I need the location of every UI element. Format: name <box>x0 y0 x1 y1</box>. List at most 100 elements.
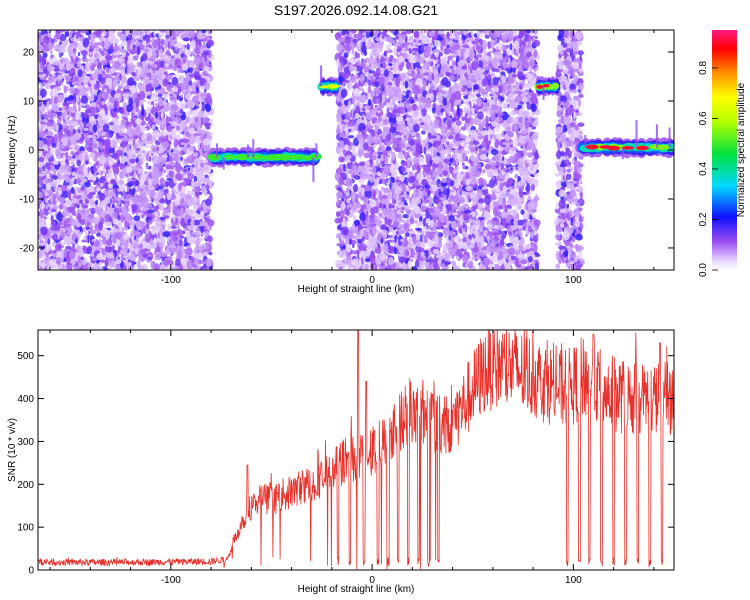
noise-blob <box>147 209 155 214</box>
noise-blob <box>72 155 76 159</box>
noise-blob <box>180 94 183 98</box>
noise-blob <box>106 106 112 110</box>
noise-blob <box>76 177 80 185</box>
noise-blob <box>56 222 61 232</box>
noise-blob <box>185 112 191 116</box>
noise-blob <box>204 103 212 113</box>
noise-blob <box>182 45 185 52</box>
noise-blob <box>80 256 84 261</box>
noise-blob <box>90 207 96 215</box>
noise-blob <box>63 108 67 118</box>
noise-blob <box>52 103 59 112</box>
noise-blob <box>50 49 53 54</box>
noise-blob <box>153 74 158 79</box>
noise-blob <box>149 55 156 63</box>
noise-blob <box>137 170 141 174</box>
noise-blob <box>137 145 144 149</box>
noise-blob <box>191 188 199 192</box>
noise-blob <box>166 75 173 82</box>
noise-blob <box>150 95 155 101</box>
noise-blob <box>61 137 69 142</box>
noise-blob <box>169 35 173 44</box>
noise-blob <box>101 50 105 57</box>
noise-blob <box>190 40 196 50</box>
noise-blob <box>200 225 204 234</box>
noise-blob <box>174 54 182 58</box>
noise-blob <box>183 169 188 173</box>
noise-blob <box>72 243 75 249</box>
noise-blob <box>63 220 67 229</box>
noise-blob <box>158 49 164 58</box>
noise-blob <box>92 124 98 133</box>
noise-blob <box>38 112 42 121</box>
noise-blob <box>39 202 46 210</box>
noise-blob <box>75 34 79 40</box>
noise-blob <box>134 180 140 187</box>
noise-blob <box>98 261 102 269</box>
noise-blob <box>118 179 125 186</box>
noise-blob <box>71 206 76 216</box>
noise-blob <box>105 256 108 266</box>
noise-blob <box>138 82 142 89</box>
noise-blob <box>193 157 202 166</box>
noise-blob <box>110 231 114 237</box>
noise-blob <box>177 229 183 238</box>
noise-blob <box>73 147 76 154</box>
noise-blob <box>104 196 111 201</box>
noise-blob <box>120 244 126 249</box>
noise-blob <box>84 139 92 144</box>
noise-blob <box>124 56 128 65</box>
noise-blob <box>104 214 112 222</box>
noise-blob <box>44 210 49 216</box>
noise-blob <box>183 179 187 188</box>
noise-blob <box>171 191 175 199</box>
noise-blob <box>60 175 63 180</box>
noise-blob <box>163 259 167 266</box>
noise-blob <box>61 254 64 263</box>
noise-blob <box>83 58 90 63</box>
noise-blob <box>126 105 131 110</box>
noise-blob <box>109 130 115 135</box>
noise-blob <box>169 95 176 102</box>
noise-blob <box>126 128 131 136</box>
noise-blob <box>81 204 85 209</box>
noise-blob <box>66 47 74 53</box>
noise-blob <box>145 83 154 92</box>
noise-blob <box>189 90 197 95</box>
noise-blob <box>74 111 80 121</box>
noise-blob <box>155 89 163 94</box>
noise-blob <box>186 99 194 109</box>
noise-blob <box>118 191 123 195</box>
noise-blob <box>44 191 49 197</box>
noise-blob <box>79 146 85 152</box>
noise-blob <box>93 59 99 65</box>
noise-blob <box>141 53 148 62</box>
noise-blob <box>47 147 51 153</box>
noise-blob <box>83 127 89 132</box>
noise-blob <box>112 79 118 87</box>
noise-blob <box>94 114 98 120</box>
noise-blob <box>198 62 203 69</box>
noise-blob <box>145 35 151 44</box>
spectrogram-heatmap <box>38 30 674 270</box>
noise-blob <box>58 133 62 143</box>
noise-blob <box>173 214 176 222</box>
noise-blob <box>85 226 90 231</box>
noise-blob <box>160 38 165 46</box>
noise-blob <box>147 153 150 160</box>
noise-blob <box>172 206 177 216</box>
noise-blob <box>38 161 46 167</box>
noise-blob <box>108 82 113 90</box>
noise-blob <box>70 186 75 194</box>
noise-blob <box>161 220 166 230</box>
noise-blob <box>116 132 120 140</box>
noise-blob <box>100 59 108 66</box>
noise-blob <box>151 124 156 130</box>
noise-blob <box>79 199 84 204</box>
noise-blob <box>107 169 113 174</box>
noise-blob <box>99 154 105 161</box>
noise-blob <box>75 186 79 191</box>
noise-blob <box>171 76 179 86</box>
noise-blob <box>117 146 122 151</box>
noise-blob <box>90 44 98 48</box>
